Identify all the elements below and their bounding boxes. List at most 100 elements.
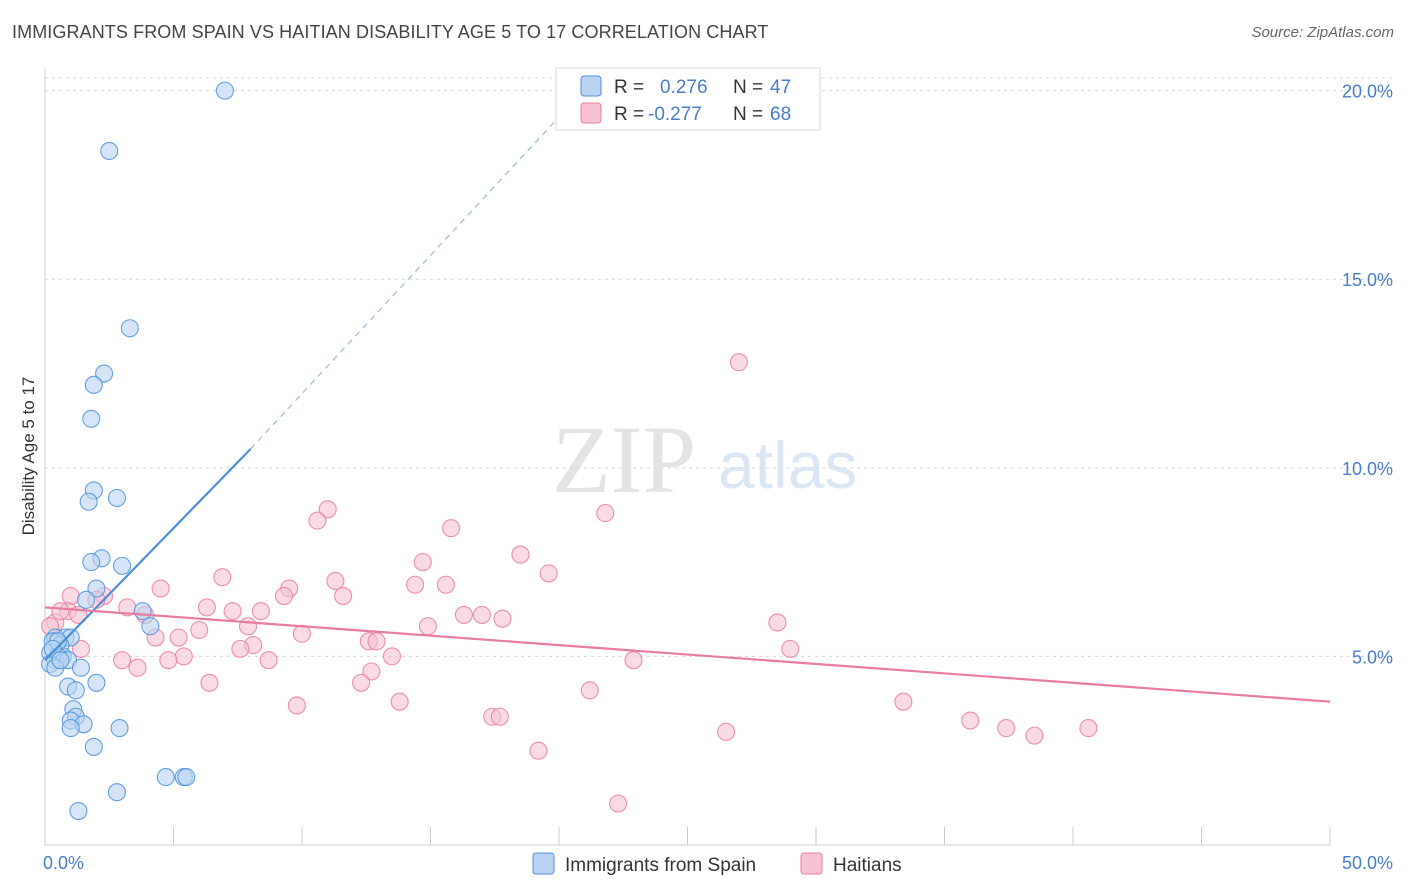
y-tick-label: 20.0% xyxy=(1342,82,1393,102)
chart-title: IMMIGRANTS FROM SPAIN VS HAITIAN DISABIL… xyxy=(12,22,769,42)
haitians-data-point xyxy=(894,692,913,711)
x-tick-label: 0.0% xyxy=(43,853,84,873)
legend-n-label: N = xyxy=(733,77,763,98)
haitians-data-point xyxy=(71,639,91,658)
legend-n-value: 47 xyxy=(770,77,791,98)
y-tick-labels: 5.0% 10.0% 15.0% 20.0% xyxy=(1342,82,1393,668)
legend-n-label: N = xyxy=(733,104,763,125)
haitians-data-point xyxy=(190,620,209,640)
haitians-data-point xyxy=(274,587,294,606)
haitians-data-point xyxy=(529,741,548,760)
y-tick-label: 15.0% xyxy=(1342,270,1393,290)
haitians-data-point xyxy=(231,639,250,658)
legend-r-value: -0.277 xyxy=(648,104,702,125)
bottom-legend-swatch-haitians xyxy=(800,852,823,875)
haitians-data-point xyxy=(418,617,437,636)
spain-data-point xyxy=(87,579,106,598)
spain-data-point xyxy=(79,492,98,511)
haitians-data-point xyxy=(159,651,178,670)
watermark-atlas: atlas xyxy=(718,428,857,502)
haitians-data-point xyxy=(223,602,242,621)
haitians-data-point xyxy=(539,564,558,583)
spain-data-point xyxy=(66,681,85,700)
haitians-data-point xyxy=(259,651,278,670)
x-tick-labels: 0.0% 50.0% xyxy=(43,853,1393,873)
haitians-data-point xyxy=(781,639,800,658)
spain-points xyxy=(41,81,234,821)
haitians-data-point xyxy=(413,553,432,572)
haitians-data-point xyxy=(213,568,232,587)
spain-data-point xyxy=(61,719,80,738)
spain-data-point xyxy=(87,673,106,692)
haitians-data-point xyxy=(493,609,512,628)
haitians-data-point xyxy=(238,617,258,636)
haitians-data-point xyxy=(362,662,381,681)
haitians-data-point xyxy=(287,696,306,715)
haitians-data-point xyxy=(472,605,491,624)
haitians-data-point xyxy=(51,602,70,621)
haitians-data-point xyxy=(382,647,402,666)
haitians-data-point xyxy=(61,587,80,606)
spain-data-point xyxy=(107,488,127,508)
haitians-data-point xyxy=(997,719,1016,738)
haitians-data-point xyxy=(490,707,509,726)
legend-n-value: 68 xyxy=(770,104,791,125)
bottom-legend-label-spain: Immigrants from Spain xyxy=(565,855,756,876)
haitians-data-point xyxy=(624,651,643,670)
trend-lines xyxy=(44,116,1331,703)
spain-data-point xyxy=(71,658,91,677)
haitians-data-point xyxy=(596,504,615,523)
legend-r-value: 0.276 xyxy=(660,77,708,98)
source-credit: Source: ZipAtlas.com xyxy=(1251,24,1394,41)
spain-data-point xyxy=(77,590,96,609)
axes xyxy=(44,68,1331,846)
watermark-zip: ZIP xyxy=(552,406,696,513)
legend-swatch-spain xyxy=(580,75,602,97)
haitians-data-point xyxy=(1025,726,1044,745)
spain-data-point xyxy=(95,364,114,383)
haitians-data-point xyxy=(200,673,219,692)
bottom-legend-label-haitians: Haitians xyxy=(833,855,902,876)
haitians-data-point xyxy=(318,500,337,519)
spain-data-point xyxy=(156,768,175,787)
haitians-data-point xyxy=(367,632,386,651)
haitians-data-point xyxy=(197,598,216,617)
spain-data-point xyxy=(110,719,129,738)
x-tick-label: 50.0% xyxy=(1342,853,1393,873)
grid xyxy=(45,77,1392,657)
haitians-data-point xyxy=(390,692,409,711)
y-tick-label: 10.0% xyxy=(1342,459,1393,479)
haitians-data-point xyxy=(729,353,748,372)
haitians-data-point xyxy=(334,587,353,606)
haitians-data-point xyxy=(961,711,980,730)
haitians-data-point xyxy=(454,605,473,624)
haitians-data-point xyxy=(716,722,736,741)
spain-data-point xyxy=(82,409,101,428)
spain-data-point xyxy=(82,553,101,572)
haitians-data-point xyxy=(326,571,345,591)
y-axis-label: Disability Age 5 to 17 xyxy=(19,377,38,536)
haitians-data-point xyxy=(1079,719,1098,738)
spain-trend-line xyxy=(44,448,252,661)
haitians-data-point xyxy=(169,628,188,647)
y-tick-label: 5.0% xyxy=(1352,647,1393,667)
spain-data-point xyxy=(100,141,119,161)
spain-data-point xyxy=(120,319,139,338)
legend-swatch-haitians xyxy=(580,102,602,124)
spain-data-point xyxy=(69,802,88,821)
watermark: ZIP atlas xyxy=(552,406,857,513)
spain-data-point xyxy=(84,737,103,756)
spain-data-point xyxy=(84,375,103,394)
haitians-data-point xyxy=(442,519,461,538)
haitians-data-point xyxy=(251,602,270,621)
spain-data-point xyxy=(177,768,196,787)
spain-trend-extension xyxy=(250,116,560,450)
haitians-trend-line xyxy=(44,606,1331,703)
haitians-data-point xyxy=(406,575,425,594)
bottom-legend-swatch-spain xyxy=(532,852,555,875)
haitians-data-point xyxy=(174,647,193,666)
haitians-data-point xyxy=(609,794,628,813)
spain-data-point xyxy=(51,651,70,670)
haitians-data-point xyxy=(511,545,530,564)
